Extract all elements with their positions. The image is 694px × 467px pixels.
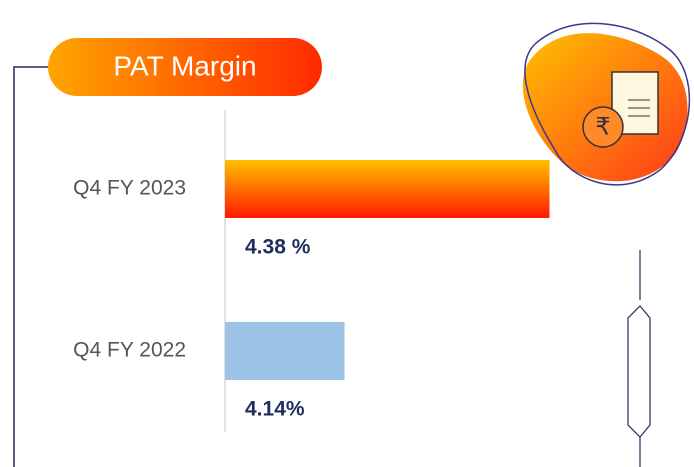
category-label: Q4 FY 2023 xyxy=(73,177,186,200)
category-label: Q4 FY 2022 xyxy=(73,339,186,362)
side-decoration xyxy=(628,250,650,467)
value-label: 4.14% xyxy=(245,398,305,421)
bar xyxy=(225,160,550,218)
value-label: 4.38 % xyxy=(245,236,311,259)
chart-title: PAT Margin xyxy=(113,50,256,81)
chart: PAT Margin ₹ Q4 FY 2023 4.38 % Q4 FY 2022 4… xyxy=(0,0,694,467)
svg-text:₹: ₹ xyxy=(595,113,610,140)
frame-line xyxy=(14,67,48,467)
bar xyxy=(225,322,345,380)
